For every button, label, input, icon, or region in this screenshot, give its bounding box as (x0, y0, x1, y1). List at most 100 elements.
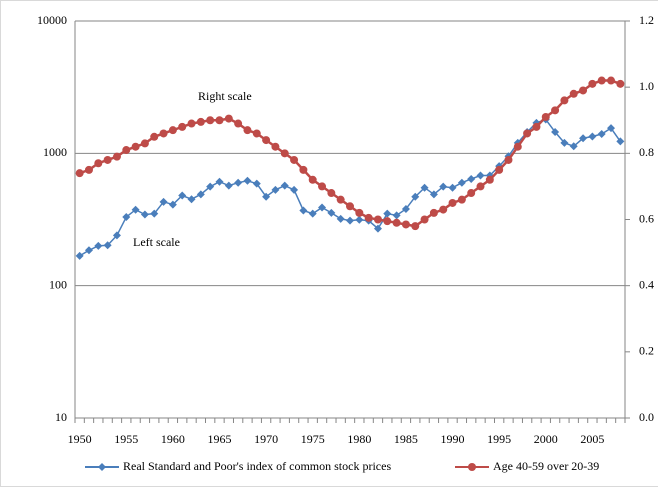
x-tick-label: 1980 (347, 432, 371, 446)
y-tick-label: 1000 (43, 145, 67, 159)
point (448, 183, 457, 192)
point (234, 119, 243, 128)
point (196, 117, 205, 126)
point (392, 218, 401, 227)
point (178, 191, 187, 200)
y-tick-label: 100 (49, 277, 67, 291)
point (355, 208, 364, 217)
point (290, 185, 299, 194)
point (159, 129, 168, 138)
y-tick-label: 10000 (37, 13, 67, 27)
point (206, 182, 215, 191)
point (346, 216, 354, 225)
point (392, 211, 401, 220)
point (420, 215, 429, 224)
point (280, 149, 289, 158)
x-tick-label: 1970 (254, 432, 278, 446)
point (364, 213, 373, 222)
x-tick-label: 2005 (580, 432, 604, 446)
point (206, 116, 215, 125)
point (523, 129, 532, 138)
point (457, 195, 466, 204)
point (448, 198, 457, 207)
point (168, 126, 177, 135)
point (280, 181, 289, 190)
point (252, 179, 261, 188)
y2-tick-label: 0.2 (639, 344, 654, 358)
point (457, 178, 466, 187)
point (196, 190, 205, 199)
point (103, 155, 112, 164)
point (597, 129, 606, 138)
x-tick-label: 1995 (487, 432, 511, 446)
point (131, 142, 140, 151)
point (112, 152, 121, 161)
point (150, 209, 159, 218)
point (560, 138, 569, 147)
point (215, 116, 224, 125)
y2-tick-label: 0.0 (639, 410, 654, 424)
point (607, 124, 616, 133)
x-tick-label: 2000 (534, 432, 558, 446)
series-points (75, 115, 625, 260)
point (541, 112, 550, 121)
point (401, 204, 410, 213)
point (168, 200, 177, 209)
y2-tick-label: 0.6 (639, 211, 654, 225)
point (318, 203, 327, 212)
point (336, 214, 345, 223)
point (299, 165, 308, 174)
y-tick-label: 10 (55, 410, 67, 424)
x-tick-label: 1960 (161, 432, 185, 446)
point (476, 171, 485, 180)
point (215, 177, 224, 186)
point (532, 122, 541, 131)
legend-label: Age 40-59 over 20-39 (493, 459, 599, 473)
point (140, 210, 149, 219)
point (588, 79, 597, 88)
y2-tick-label: 1.2 (639, 13, 654, 27)
x-tick-label: 1965 (207, 432, 231, 446)
point (159, 197, 168, 206)
point (271, 142, 280, 151)
point (94, 159, 103, 168)
point (243, 176, 252, 185)
point (336, 195, 345, 204)
point (131, 205, 140, 214)
point (224, 114, 233, 123)
x-tick-label: 1955 (114, 432, 138, 446)
point (84, 165, 93, 174)
point (383, 209, 392, 218)
point (551, 106, 560, 115)
point (579, 134, 588, 143)
point (411, 222, 420, 231)
point (513, 142, 522, 151)
x-tick-label: 1985 (394, 432, 418, 446)
annotation: Left scale (133, 235, 180, 249)
point (439, 205, 448, 214)
annotation: Right scale (198, 89, 252, 103)
point (504, 155, 513, 164)
point (234, 178, 243, 187)
point (140, 139, 149, 148)
point (616, 137, 625, 146)
point (308, 209, 317, 218)
point (439, 182, 448, 191)
point (373, 224, 382, 233)
point (551, 127, 560, 136)
legend-marker (98, 463, 106, 471)
point (495, 165, 504, 174)
point (187, 119, 196, 128)
point (355, 215, 364, 224)
legend-marker (468, 463, 476, 471)
point (420, 183, 429, 192)
series-points (75, 76, 625, 231)
point (476, 182, 485, 191)
y2-tick-label: 0.8 (639, 145, 654, 159)
legend-label: Real Standard and Poor's index of common… (123, 459, 391, 473)
point (150, 132, 159, 141)
point (75, 169, 84, 178)
y2-tick-label: 0.4 (639, 277, 654, 291)
point (252, 129, 261, 138)
point (187, 195, 196, 204)
